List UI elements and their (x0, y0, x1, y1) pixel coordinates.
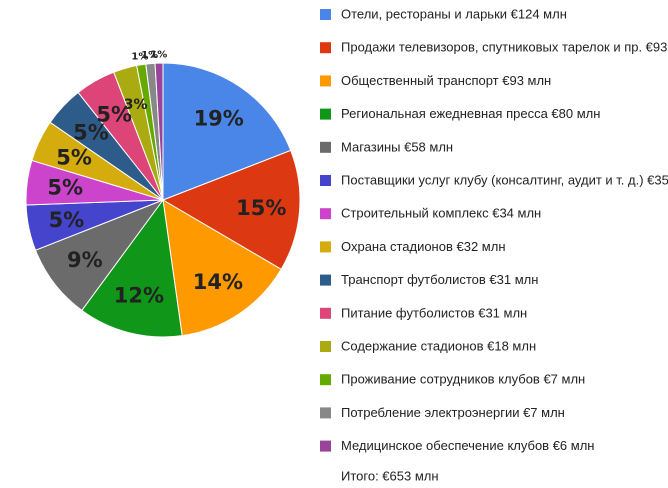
slice-percent-label: 5% (49, 208, 85, 232)
legend-swatch (320, 274, 331, 286)
legend-item: Магазины €58 млн (320, 139, 453, 154)
slice-percent-label: 19% (194, 107, 244, 131)
pie-slice (154, 62, 164, 201)
legend-label: Транспорт футболистов €31 млн (341, 272, 538, 287)
legend-item: Строительный комплекс €34 млн (320, 206, 541, 221)
slice-percent-label: 1% (141, 50, 158, 61)
pie-slice (162, 199, 282, 337)
legend-swatch (320, 407, 331, 419)
legend-label: Потребление электроэнергии €7 млн (341, 405, 565, 420)
slice-percent-label: 1% (131, 51, 148, 62)
legend-swatch (320, 42, 331, 54)
legend-label: Медицинское обеспечение клубов €6 млн (341, 438, 594, 453)
legend-item: Медицинское обеспечение клубов €6 млн (320, 438, 594, 453)
legend-item: Проживание сотрудников клубов €7 млн (320, 372, 585, 387)
pie-slices (25, 62, 301, 338)
slice-percent-label: 9% (67, 248, 103, 272)
legend-swatch (320, 108, 331, 120)
legend-item: Охрана стадионов €32 млн (320, 239, 506, 254)
legend-item: Общественный транспорт €93 млн (320, 73, 551, 88)
legend-label: Магазины €58 млн (341, 139, 453, 154)
legend-item: Продажи телевизоров, спутниковых тарелок… (320, 40, 668, 55)
slice-percent-label: 5% (47, 175, 83, 199)
legend-label: Строительный комплекс €34 млн (341, 206, 541, 221)
legend-label: Региональная ежедневная пресса €80 млн (341, 106, 600, 121)
legend-label: Продажи телевизоров, спутниковых тарелок… (341, 40, 668, 55)
slice-percent-label: 5% (73, 121, 109, 145)
legend-item: Питание футболистов €31 млн (320, 305, 527, 320)
legend-swatch (320, 341, 331, 352)
slice-percent-label: 5% (56, 145, 92, 169)
legend-swatch (320, 241, 331, 253)
legend-swatch (320, 175, 331, 186)
legend-label: Охрана стадионов €32 млн (341, 239, 506, 254)
pie-slice (161, 149, 301, 270)
legend-label: Поставщики услуг клубу (консалтинг, ауди… (341, 173, 668, 188)
slice-percent-label: 15% (236, 196, 286, 220)
legend-item: Транспорт футболистов €31 млн (320, 272, 538, 287)
slice-percent-label: 14% (193, 270, 243, 294)
legend-label: Проживание сотрудников клубов €7 млн (341, 372, 585, 387)
legend-swatch (320, 141, 331, 153)
legend-swatch (320, 9, 331, 20)
slice-percent-label: 3% (124, 97, 148, 113)
slice-percent-label: 5% (96, 102, 132, 126)
legend-label: Общественный транспорт €93 млн (341, 73, 551, 88)
legend-label: Отели, рестораны и ларьки €124 млн (341, 7, 567, 22)
legend-item: Поставщики услуг клубу (консалтинг, ауди… (320, 173, 668, 188)
legend-label: Содержание стадионов €18 млн (341, 339, 536, 354)
legend-item: Отели, рестораны и ларьки €124 млн (320, 7, 567, 22)
legend-item: Потребление электроэнергии €7 млн (320, 405, 565, 420)
legend-label: Питание футболистов €31 млн (341, 305, 527, 320)
slice-percent-label: 1% (150, 50, 167, 61)
legend-swatch (320, 75, 331, 87)
legend-swatch (320, 374, 331, 386)
total-label: Итого: €653 млн (341, 469, 439, 484)
legend-swatch (320, 208, 331, 220)
legend: Отели, рестораны и ларьки €124 млн Продаж… (320, 7, 668, 453)
slice-percent-label: 12% (114, 284, 164, 308)
legend-item: Содержание стадионов €18 млн (320, 339, 536, 354)
pie-slice (162, 62, 292, 201)
pie-slice (81, 198, 183, 338)
legend-swatch (320, 307, 331, 319)
legend-swatch (320, 440, 331, 452)
legend-item: Региональная ежедневная пресса €80 млн (320, 106, 600, 121)
pie-percent-labels: 19%15%14%12%9%5%5%5%5%5%3%1%1%1% (47, 50, 286, 308)
